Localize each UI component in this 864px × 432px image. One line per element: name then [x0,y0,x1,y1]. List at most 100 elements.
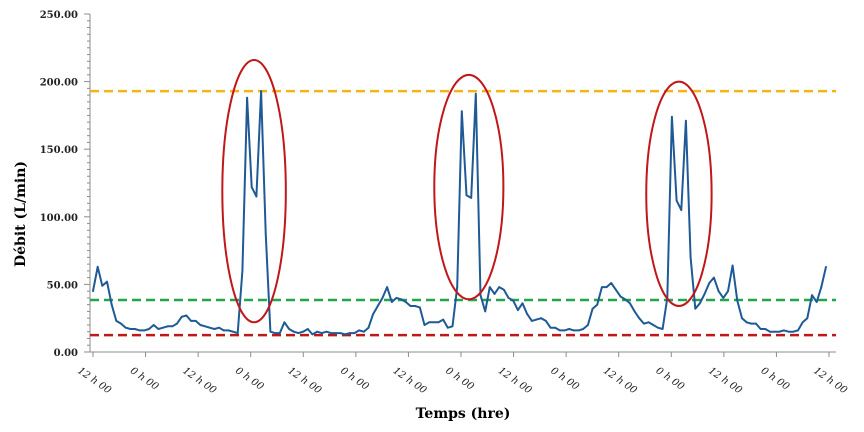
data-point [498,286,501,288]
reference-lines [90,89,836,337]
data-point [773,330,776,333]
data-point [577,329,580,332]
data-point [797,329,799,332]
data-point [792,330,795,333]
data-point [283,321,286,324]
data-point [334,332,337,334]
y-tick-label: 100.00 [40,213,78,224]
data-point [353,332,356,334]
data-point [806,317,809,320]
data-point [264,232,267,234]
data-point [386,286,388,288]
data-point [661,328,664,330]
data-point [703,293,706,295]
data-point [302,330,304,333]
data-point [101,284,104,287]
y-minor-ticks [84,13,90,353]
data-point [418,306,421,309]
data-point [512,299,515,302]
data-point [554,326,557,329]
data-point [610,282,613,284]
data-point [685,119,687,122]
data-point [652,324,655,326]
highlight-ellipses [221,58,713,324]
data-point [199,324,202,326]
data-point [320,332,323,334]
data-point [727,290,729,293]
x-tick-label: 0 h 00 [548,365,581,393]
data-point [432,321,435,324]
data-point [736,299,739,302]
data-point [493,293,496,295]
peak-highlight-ellipse [645,80,713,308]
data-point [274,332,276,334]
data-point [484,310,487,313]
x-tick-label: 12 h 00 [286,365,324,396]
data-point [596,303,599,306]
data-point [745,321,748,324]
data-point [755,322,757,325]
data-point [713,276,715,279]
data-point [330,332,332,334]
series-layer [92,90,827,336]
data-point [362,330,365,333]
x-tick-label: 12 h 00 [811,365,849,396]
series-line [92,90,827,336]
data-point [801,321,804,324]
x-tick-label: 12 h 00 [75,365,113,396]
data-point [423,324,426,326]
x-tick-label: 0 h 00 [338,365,371,393]
x-tick-label: 0 h 00 [759,365,792,393]
data-point [269,330,272,333]
data-point [503,288,505,291]
data-point [348,332,351,334]
data-point [535,318,538,321]
data-point [563,329,566,332]
data-point [601,286,603,288]
data-point [115,320,118,322]
x-tick-label: 0 h 00 [654,365,687,393]
data-point [507,297,510,299]
data-point [741,317,743,320]
data-point [531,320,533,322]
data-point [278,332,281,334]
data-point [358,329,360,332]
data-point [465,194,468,197]
data-point [190,320,192,322]
data-point [162,326,164,329]
data-point [456,286,459,288]
data-point [260,90,262,92]
data-point [110,303,113,306]
data-point [573,329,575,332]
axes [89,14,836,353]
data-point [643,322,645,325]
data-point [451,325,454,328]
data-point [629,302,631,305]
x-tick-label: 12 h 00 [496,365,534,396]
data-point [208,326,211,329]
data-point [414,305,416,307]
data-point [675,199,678,202]
y-tick-label: 250.00 [40,10,78,21]
data-point [638,317,641,320]
data-point [680,209,683,211]
data-point [134,328,136,330]
data-point [246,96,249,99]
data-point [540,317,543,320]
data-point [470,197,473,199]
data-point [526,313,529,315]
data-point [390,301,393,303]
data-point [460,110,463,113]
data-point [619,295,622,298]
data-point [671,115,673,118]
data-point [316,330,318,333]
data-point [442,318,445,321]
data-point [143,329,146,332]
data-point [381,297,384,299]
data-point [194,320,197,322]
data-point [400,298,402,301]
data-point [750,322,753,325]
data-point [292,330,295,333]
data-point [325,330,328,333]
